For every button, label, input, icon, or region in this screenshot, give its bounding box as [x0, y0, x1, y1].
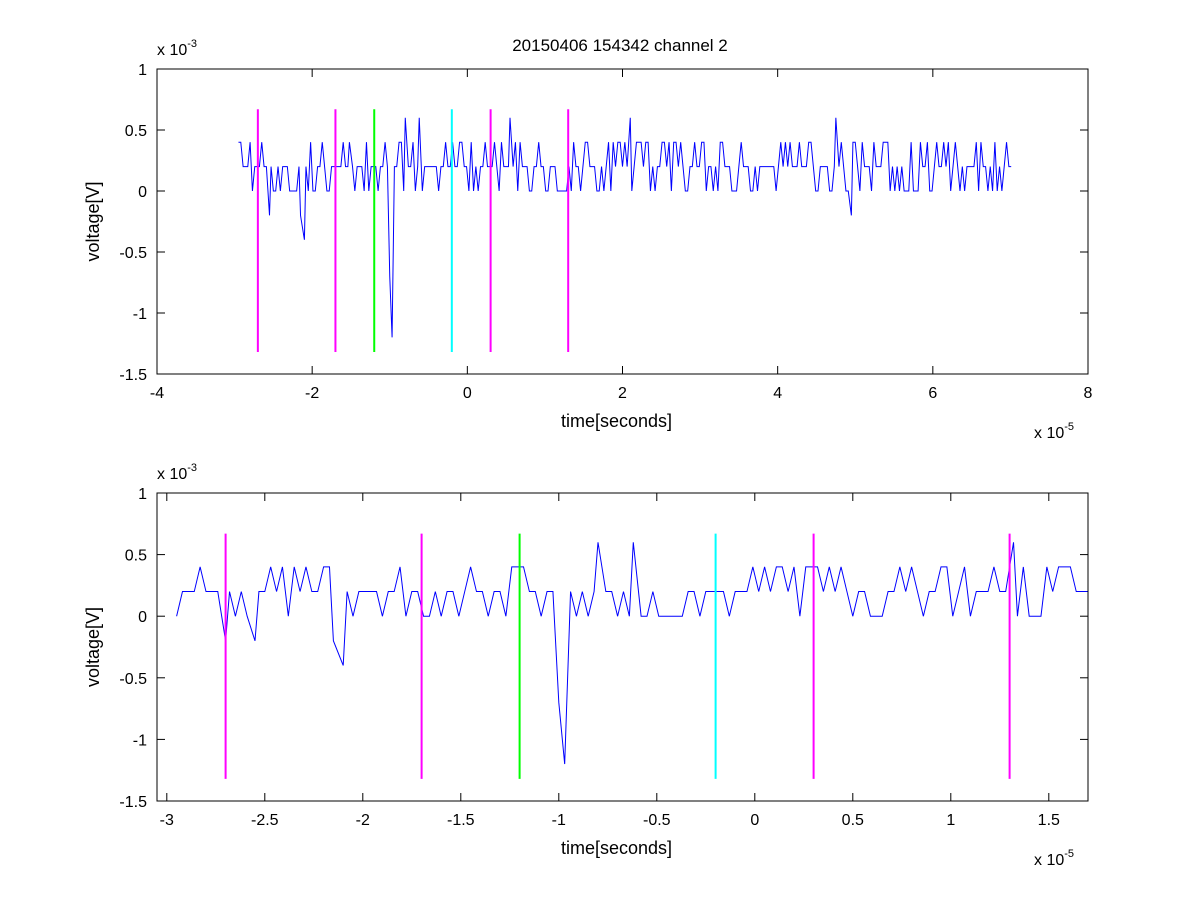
x-tick-label: -1	[552, 812, 566, 829]
axes-zoomed: -3 -2.5 -2 -1.5 -1 -0.5 0 0.5 1 1.5 -1.5 -1 -0.5 0 0.5…	[83, 462, 1089, 869]
x-axis-label: time[seconds]	[561, 838, 672, 858]
plot-area	[157, 69, 1088, 374]
x-exponent-multiplier: x 10-5	[1034, 421, 1074, 442]
x-exponent-power: -5	[1064, 848, 1074, 860]
y-tick-label: -1	[133, 306, 147, 323]
y-tick-label: 1	[138, 62, 147, 79]
x-tick-label: 4	[773, 385, 782, 402]
y-tick-label: 0	[138, 184, 147, 201]
x-exponent-base: x 10	[1034, 425, 1064, 442]
x-tick-label: -1.5	[447, 812, 475, 829]
y-tick-label: -0.5	[119, 671, 147, 688]
y-axis-label: voltage[V]	[83, 181, 103, 261]
y-exponent-base: x 10	[157, 466, 187, 483]
x-axis-label: time[seconds]	[561, 411, 672, 431]
x-tick-label: -3	[160, 812, 174, 829]
y-tick-label: -1.5	[119, 794, 147, 811]
voltage-trace-line	[176, 542, 1088, 765]
y-exponent-multiplier: x 10-3	[157, 462, 197, 483]
y-tick-label: -1.5	[119, 367, 147, 384]
x-tick-label: 0	[750, 812, 759, 829]
voltage-trace-line	[238, 117, 1012, 338]
x-tick-label: 1	[946, 812, 955, 829]
x-tick-label: -0.5	[643, 812, 671, 829]
x-tick-label: -2	[305, 385, 319, 402]
plot-area	[157, 493, 1088, 801]
x-exponent-power: -5	[1064, 421, 1074, 433]
x-tick-label: -4	[150, 385, 164, 402]
y-tick-label: -1	[133, 732, 147, 749]
y-tick-label: 0.5	[125, 123, 147, 140]
y-tick-label: 1	[138, 486, 147, 503]
y-exponent-power: -3	[187, 462, 197, 474]
y-exponent-multiplier: x 10-3	[157, 38, 197, 59]
x-tick-label: 0.5	[842, 812, 864, 829]
x-exponent-multiplier: x 10-5	[1034, 848, 1074, 869]
y-exponent-power: -3	[187, 38, 197, 50]
figure-title: 20150406 154342 channel 2	[512, 36, 728, 55]
y-axis-label: voltage[V]	[83, 607, 103, 687]
x-tick-label: 6	[928, 385, 937, 402]
y-exponent-base: x 10	[157, 42, 187, 59]
y-tick-label: 0	[138, 609, 147, 626]
y-tick-label: -0.5	[119, 245, 147, 262]
axes-overview: -4 -2 0 2 4 6 8 -1.5 -1 -0.5 0 0.5 1 time[seconds] vol…	[83, 38, 1093, 442]
x-tick-label: 2	[618, 385, 627, 402]
axes-frame	[156, 492, 1089, 802]
x-tick-label: 1.5	[1038, 812, 1060, 829]
x-tick-label: 8	[1084, 385, 1093, 402]
x-exponent-base: x 10	[1034, 852, 1064, 869]
x-tick-label: 0	[463, 385, 472, 402]
y-tick-label: 0.5	[125, 548, 147, 565]
x-tick-label: -2.5	[251, 812, 279, 829]
x-tick-label: -2	[356, 812, 370, 829]
